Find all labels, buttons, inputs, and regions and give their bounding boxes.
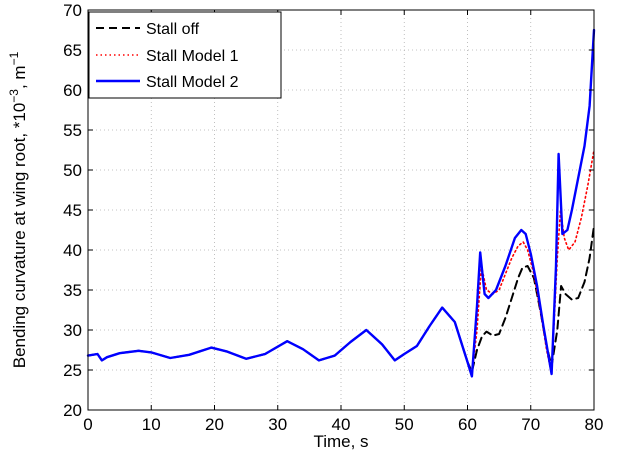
y-tick-label: 40 — [63, 241, 82, 260]
series-line-stall-model-2 — [86, 28, 596, 378]
legend-label-stall-model-1: Stall Model 1 — [146, 48, 239, 65]
y-tick-label: 45 — [63, 201, 82, 220]
x-axis-title: Time, s — [313, 432, 368, 451]
y-axis-title-unit: , m — [10, 65, 29, 89]
y-tick-label: 70 — [63, 1, 82, 20]
y-tick-label: 25 — [63, 361, 82, 380]
series-layer — [86, 28, 596, 378]
tick-labels: 0 10 20 30 40 50 60 70 80 20 25 30 35 40 45 50 55 60 65 70 — [63, 1, 603, 434]
x-tick-label: 70 — [521, 415, 540, 434]
legend-box — [88, 11, 282, 99]
y-axis-title: Bending curvature at wing root, *10−3, m… — [7, 51, 29, 368]
x-tick-label: 50 — [395, 415, 414, 434]
x-tick-label: 0 — [83, 415, 92, 434]
y-axis-title-exp: −3 — [7, 89, 21, 103]
x-tick-label: 10 — [142, 415, 161, 434]
y-tick-label: 60 — [63, 81, 82, 100]
y-tick-label: 35 — [63, 281, 82, 300]
y-tick-label: 30 — [63, 321, 82, 340]
y-tick-label: 65 — [63, 41, 82, 60]
y-axis-title-main: Bending curvature at wing root, *10 — [10, 103, 29, 369]
x-tick-label: 40 — [332, 415, 351, 434]
y-tick-label: 20 — [63, 401, 82, 420]
legend-label-stall-off: Stall off — [146, 21, 200, 38]
x-tick-label: 20 — [205, 415, 224, 434]
x-tick-label: 60 — [458, 415, 477, 434]
y-axis-title-unit-exp: −1 — [7, 51, 21, 65]
x-tick-label: 30 — [268, 415, 287, 434]
y-tick-label: 50 — [63, 161, 82, 180]
legend-label-stall-model-2: Stall Model 2 — [146, 74, 239, 91]
legend: Stall off Stall Model 1 Stall Model 2 — [88, 11, 282, 99]
y-tick-label: 55 — [63, 121, 82, 140]
x-tick-label: 80 — [585, 415, 604, 434]
